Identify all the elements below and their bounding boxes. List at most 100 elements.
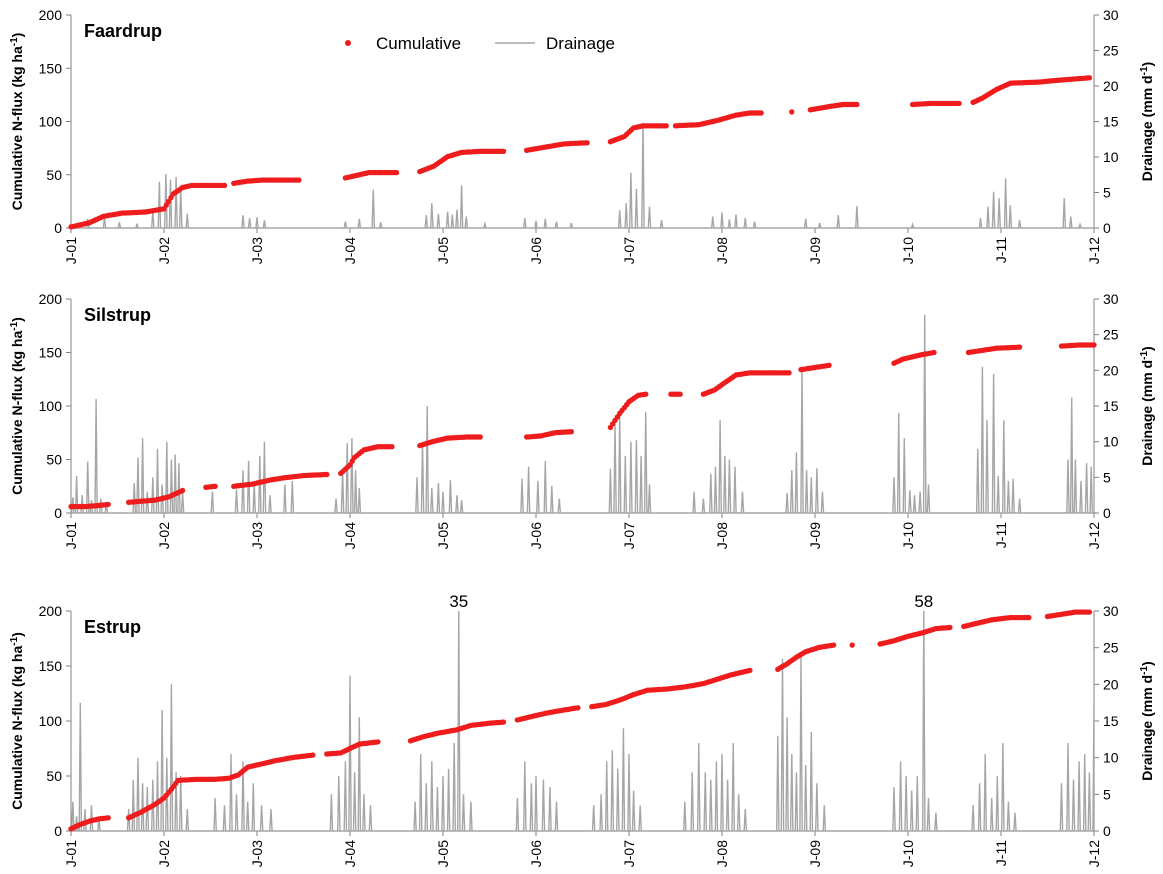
left-y-tick-label: 50 (46, 768, 62, 784)
x-tick-label: J-12 (1086, 840, 1102, 867)
x-tick-label: J-03 (249, 522, 265, 549)
right-y-tick-label: 30 (1103, 603, 1119, 619)
cumulative-point (1086, 609, 1093, 615)
x-tick-label: J-02 (156, 522, 172, 549)
chart-panel-silstrup: 0 50 100 150 200 0 5 10 15 20 25 30 J-01 J-02 J-03 J-04… (9, 291, 1155, 549)
right-y-tick-label: 30 (1103, 7, 1119, 23)
site-title: Silstrup (84, 305, 151, 325)
right-y-tick-label: 20 (1103, 362, 1119, 378)
x-tick-label: J-02 (156, 237, 172, 264)
x-tick-label: J-12 (1086, 237, 1102, 264)
cumulative-point (747, 667, 753, 674)
cumulative-point (105, 501, 111, 508)
cumulative-series (68, 609, 1093, 832)
left-y-tick-label: 100 (39, 114, 63, 130)
right-y-tick-label: 10 (1103, 750, 1119, 766)
cumulative-series (68, 75, 1093, 230)
right-y-tick-label: 5 (1103, 469, 1111, 485)
drainage-series-line (71, 122, 1094, 229)
cumulative-point (830, 642, 837, 648)
x-tick-label: J-04 (342, 522, 358, 549)
x-tick-label: J-08 (714, 840, 730, 867)
cumulative-point (575, 705, 581, 711)
left-y-tick-label: 150 (39, 345, 63, 361)
cumulative-point (375, 739, 381, 745)
cumulative-point (1091, 342, 1097, 348)
right-y-tick-label: 20 (1103, 676, 1119, 692)
peak-annotation: 58 (914, 592, 933, 611)
left-y-tick-label: 100 (39, 398, 63, 414)
right-y-tick-label: 25 (1103, 327, 1119, 343)
cumulative-point (1086, 75, 1093, 81)
cumulative-point (786, 370, 792, 376)
left-y-tick-label: 0 (54, 505, 62, 521)
right-y-tick-label: 5 (1103, 786, 1111, 802)
right-y-tick-label: 25 (1103, 640, 1119, 656)
x-tick-label: J-05 (435, 840, 451, 867)
x-tick-label: J-08 (714, 237, 730, 264)
left-axis-title: Cumulative N-flux (kg ha-1) (9, 632, 25, 810)
x-tick-label: J-01 (63, 840, 79, 867)
left-y-tick-label: 50 (46, 167, 62, 183)
left-y-tick-label: 150 (39, 658, 63, 674)
x-tick-label: J-01 (63, 237, 79, 264)
left-y-tick-label: 200 (39, 603, 63, 619)
x-tick-label: J-07 (621, 522, 637, 549)
right-y-tick-label: 25 (1103, 43, 1119, 59)
cumulative-point (789, 109, 795, 115)
x-tick-label: J-11 (993, 522, 1009, 548)
legend: Cumulative Drainage (345, 34, 615, 53)
cumulative-point (389, 444, 395, 450)
chart-panel-faardrup: 0 50 100 150 200 0 5 10 15 20 25 30 J-01 J-02 J-03 J-04… (9, 7, 1155, 264)
x-tick-label: J-06 (528, 237, 544, 264)
drainage-series-line (71, 610, 1095, 832)
right-axis-title: Drainage (mm d-1) (1139, 62, 1155, 181)
cumulative-point (221, 182, 228, 189)
cumulative-point (584, 140, 590, 146)
cumulative-point (310, 752, 316, 758)
x-tick-label: J-01 (63, 522, 79, 549)
cumulative-point (105, 815, 111, 821)
right-y-tick-label: 0 (1103, 505, 1111, 521)
right-y-tick-label: 15 (1103, 114, 1119, 130)
right-axis-title: Drainage (mm d-1) (1139, 661, 1155, 780)
cumulative-point (500, 719, 507, 725)
cumulative-point (758, 110, 764, 116)
left-y-tick-label: 100 (39, 713, 63, 729)
cumulative-point (677, 391, 683, 397)
cumulative-point (663, 123, 669, 129)
cumulative-point (947, 624, 953, 631)
cumulative-series (68, 342, 1097, 510)
site-title: Faardrup (84, 21, 162, 41)
legend-marker-cumulative (345, 40, 351, 46)
x-tick-label: J-10 (900, 840, 916, 867)
x-tick-label: J-06 (528, 840, 544, 867)
x-tick-label: J-09 (807, 237, 823, 264)
left-y-tick-label: 200 (39, 7, 63, 23)
x-tick-label: J-02 (156, 840, 172, 867)
right-y-tick-label: 0 (1103, 220, 1111, 236)
cumulative-point (826, 362, 832, 368)
right-y-tick-label: 10 (1103, 434, 1119, 450)
right-y-tick-label: 15 (1103, 398, 1119, 414)
cumulative-point (477, 434, 483, 440)
cumulative-point (324, 471, 330, 478)
cumulative-point (854, 101, 860, 108)
cumulative-point (1026, 614, 1032, 621)
right-y-tick-label: 20 (1103, 78, 1119, 94)
left-y-tick-label: 0 (54, 823, 62, 839)
x-tick-label: J-08 (714, 522, 730, 549)
x-tick-label: J-03 (249, 840, 265, 867)
x-tick-label: J-11 (993, 237, 1009, 263)
x-tick-label: J-10 (900, 522, 916, 549)
legend-label-drainage: Drainage (546, 34, 615, 53)
x-tick-label: J-04 (342, 840, 358, 867)
peak-annotation: 35 (449, 592, 468, 611)
cumulative-point (643, 391, 649, 397)
site-title: Estrup (84, 617, 141, 637)
cumulative-point (849, 642, 855, 648)
right-y-tick-label: 15 (1103, 713, 1119, 729)
x-tick-label: J-05 (435, 237, 451, 264)
right-y-tick-label: 10 (1103, 149, 1119, 165)
